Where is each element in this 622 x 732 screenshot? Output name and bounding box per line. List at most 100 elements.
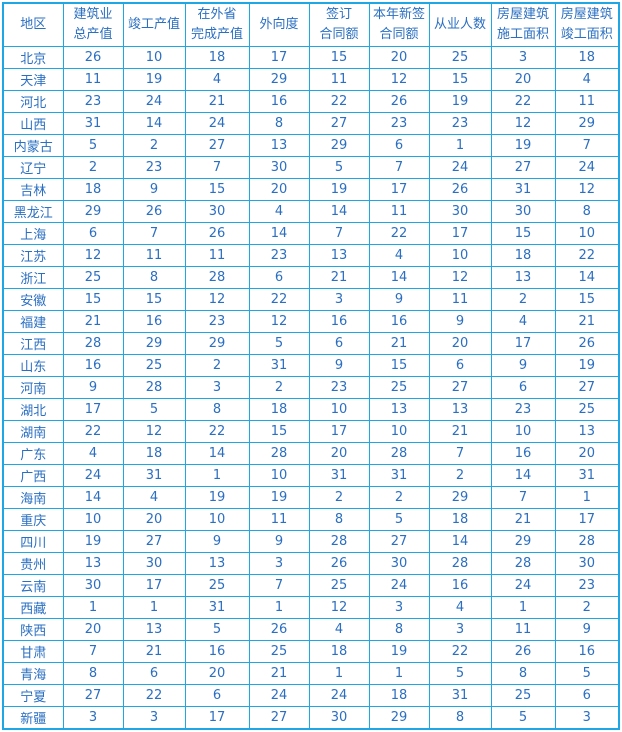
rank-cell: 13 [490,266,556,289]
region-cell: 安徽 [2,288,64,311]
rank-cell: 3 [428,618,492,641]
rank-cell: 19 [62,530,124,553]
rank-cell: 20 [248,178,310,201]
rank-cell: 24 [554,156,620,179]
rank-cell: 14 [490,464,556,487]
rank-cell: 21 [428,420,492,443]
rank-cell: 2 [428,464,492,487]
rank-cell: 31 [248,354,310,377]
rank-cell: 6 [368,134,430,157]
rank-cell: 9 [368,288,430,311]
rank-cell: 30 [184,200,250,223]
rank-cell: 17 [490,332,556,355]
rank-cell: 13 [62,552,124,575]
rank-cell: 19 [554,354,620,377]
rank-cell: 11 [490,618,556,641]
rank-cell: 24 [248,684,310,707]
rank-cell: 27 [122,530,186,553]
rank-cell: 22 [490,90,556,113]
rank-cell: 4 [308,618,370,641]
column-header-line: 建筑业 [73,7,113,22]
rank-cell: 27 [490,156,556,179]
rank-cell: 14 [62,486,124,509]
rank-cell: 8 [122,266,186,289]
rank-cell: 28 [62,332,124,355]
region-cell: 上海 [2,222,64,245]
rank-cell: 8 [490,662,556,685]
rank-cell: 25 [308,574,370,597]
column-header-line: 房屋建筑 [560,7,613,22]
column-header-line: 在外省 [197,7,237,22]
rank-cell: 9 [184,530,250,553]
rank-cell: 20 [122,508,186,531]
rank-cell: 19 [308,178,370,201]
rank-cell: 21 [308,266,370,289]
rank-cell: 9 [308,354,370,377]
rank-cell: 1 [368,662,430,685]
column-header: 房屋建筑 施工面积 [490,2,556,47]
rank-cell: 20 [184,662,250,685]
rank-cell: 14 [554,266,620,289]
rank-cell: 15 [368,354,430,377]
rank-cell: 5 [122,398,186,421]
column-header-line: 总产值 [73,27,113,42]
column-header-line: 竣工面积 [560,27,613,42]
region-cell: 黑龙江 [2,200,64,223]
rank-cell: 3 [122,706,186,730]
rank-cell: 13 [122,618,186,641]
region-cell: 海南 [2,486,64,509]
rank-cell: 5 [308,156,370,179]
rank-cell: 24 [308,684,370,707]
region-cell: 重庆 [2,508,64,531]
rank-cell: 4 [62,442,124,465]
rank-cell: 29 [184,332,250,355]
rank-cell: 26 [122,200,186,223]
rank-cell: 6 [184,684,250,707]
rank-cell: 20 [308,442,370,465]
rank-cell: 7 [368,156,430,179]
rank-cell: 25 [62,266,124,289]
rank-cell: 25 [368,376,430,399]
rank-cell: 20 [62,618,124,641]
rank-cell: 14 [368,266,430,289]
rank-cell: 1 [308,662,370,685]
rank-cell: 26 [428,178,492,201]
column-header: 建筑业 总产值 [62,2,124,47]
rank-cell: 21 [490,508,556,531]
column-header: 竣工产值 [122,2,186,47]
region-cell: 西藏 [2,596,64,619]
rank-cell: 7 [490,486,556,509]
rank-cell: 6 [308,332,370,355]
rank-cell: 12 [490,112,556,135]
rank-cell: 31 [428,684,492,707]
table-row: 江西 28 29 29 5 6 21 20 17 26 [2,332,620,355]
rank-cell: 23 [122,156,186,179]
rank-cell: 3 [62,706,124,730]
rank-cell: 20 [368,46,430,69]
rank-cell: 2 [62,156,124,179]
table-row: 山西 31 14 24 8 27 23 23 12 29 [2,112,620,135]
rank-cell: 30 [248,156,310,179]
rank-cell: 8 [428,706,492,730]
table-row: 甘肃 7 21 16 25 18 19 22 26 16 [2,640,620,663]
rank-cell: 10 [428,244,492,267]
column-header: 本年新签 合同额 [368,2,430,47]
rank-cell: 27 [248,706,310,730]
rank-cell: 23 [490,398,556,421]
rank-cell: 4 [122,486,186,509]
rank-cell: 27 [368,530,430,553]
rank-cell: 3 [490,46,556,69]
rank-cell: 6 [248,266,310,289]
rank-cell: 29 [490,530,556,553]
table-row: 云南 30 17 25 7 25 24 16 24 23 [2,574,620,597]
rank-cell: 5 [62,134,124,157]
table-row: 海南 14 4 19 19 2 2 29 7 1 [2,486,620,509]
rank-cell: 25 [184,574,250,597]
rank-cell: 28 [428,552,492,575]
region-cell: 浙江 [2,266,64,289]
rank-cell: 12 [308,596,370,619]
rank-cell: 2 [248,376,310,399]
rank-cell: 9 [122,178,186,201]
rank-cell: 4 [428,596,492,619]
region-cell: 甘肃 [2,640,64,663]
